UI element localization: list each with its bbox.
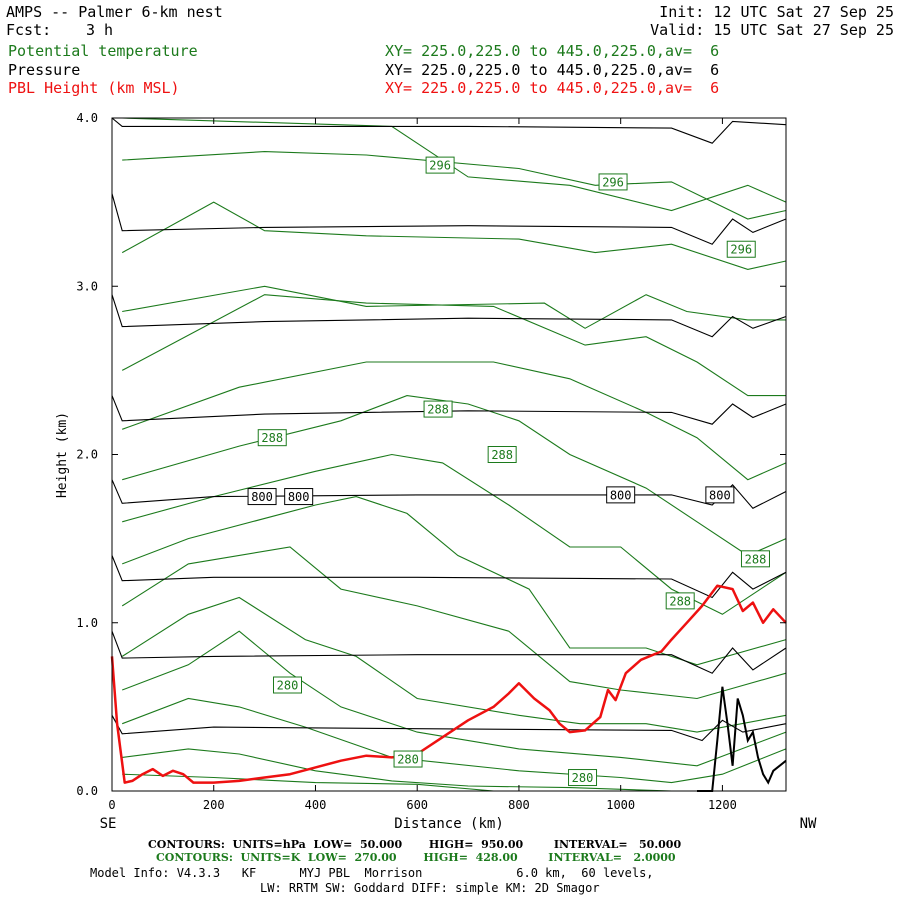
- theta-line: [121, 546, 787, 700]
- footer-model-info: Model Info: V4.3.3 KF MYJ PBL Morrison 6…: [90, 866, 654, 880]
- theta-label-box: [425, 156, 455, 174]
- contour-labels: 800 800 800 800 296 296 296 288 288 288 288 288 280 2…: [247, 156, 770, 787]
- legend-pbl-xy: XY= 225.0,225.0 to 445.0,225.0,av= 6: [385, 79, 720, 97]
- theta-label: 280: [397, 753, 419, 767]
- footer-theta-contours: CONTOURS: UNITS=K LOW= 270.00 HIGH= 428.…: [156, 851, 676, 864]
- isobar-label-box: [284, 488, 314, 506]
- theta-label-box: [598, 173, 628, 191]
- legend-theta-name: Potential temperature: [8, 42, 198, 60]
- footer-model-info-2: LW: RRTM SW: Goddard DIFF: simple KM: 2D…: [260, 881, 600, 895]
- isobar-800: [111, 479, 787, 509]
- theta-label: 288: [491, 448, 513, 462]
- theta-label-box: [726, 240, 756, 258]
- terrain: [697, 686, 787, 792]
- plot-frame: [111, 117, 787, 792]
- theta-label-box: [740, 550, 770, 568]
- legend-pressure-name: Pressure: [8, 61, 81, 79]
- theta-label: 296: [602, 175, 624, 189]
- y-tick-label: 1.0: [76, 616, 98, 630]
- theta-line: [122, 697, 787, 784]
- axes: 0 200 400 600 800 1000 1200 0.0 1.0 2.0 3.0 4.0: [76, 111, 786, 812]
- theta-label: 288: [745, 552, 767, 566]
- theta-label: 280: [277, 679, 299, 693]
- isobar-650: [111, 193, 787, 245]
- theta-label-box: [423, 400, 453, 418]
- isobar-600: [111, 117, 787, 144]
- theta-line: [122, 773, 494, 792]
- theta-line: [122, 496, 787, 666]
- isobar-label-box: [247, 488, 277, 506]
- pbl-line: [110, 584, 787, 784]
- theta-label-box: [272, 676, 302, 694]
- theta-line: [122, 151, 787, 220]
- theta-isentropes: [121, 117, 787, 792]
- theta-label-box: [568, 769, 598, 787]
- theta-line: [122, 395, 787, 557]
- x-end-left: SE: [100, 816, 117, 832]
- theta-label-box: [487, 446, 517, 463]
- isobar-700: [111, 294, 787, 338]
- valid-time: Valid: 15 UTC Sat 27 Sep 25: [650, 21, 894, 39]
- init-time: Init: 12 UTC Sat 27 Sep 25: [659, 3, 894, 21]
- theta-line: [122, 748, 672, 792]
- theta-label: 288: [669, 594, 691, 608]
- y-tick-label: 0.0: [76, 784, 98, 798]
- x-tick-label: 400: [305, 798, 327, 812]
- pressure-isobars: [111, 117, 787, 742]
- theta-label-box: [665, 592, 695, 610]
- isobar-label: 800: [251, 490, 273, 504]
- isobar-label: 800: [709, 488, 731, 502]
- theta-line: [121, 294, 786, 397]
- chart-title: AMPS -- Palmer 6-km nest: [6, 3, 223, 21]
- y-tick-label: 3.0: [76, 279, 98, 293]
- x-tick-label: 1200: [708, 798, 737, 812]
- terrain-line: [697, 686, 787, 792]
- isobar-label-box: [705, 486, 735, 504]
- theta-line: [121, 596, 787, 733]
- theta-line: [121, 201, 787, 270]
- x-tick-label: 800: [508, 798, 530, 812]
- isobar-900: [111, 631, 787, 674]
- theta-line: [122, 453, 787, 615]
- isobar-label: 800: [288, 490, 310, 504]
- isobar-750: [111, 395, 787, 425]
- legend-pressure-xy: XY= 225.0,225.0 to 445.0,225.0,av= 6: [385, 61, 720, 79]
- x-tick-label: 0: [108, 798, 115, 812]
- theta-label-box: [393, 750, 423, 768]
- x-end-right: NW: [800, 816, 817, 832]
- theta-label-box: [257, 429, 287, 447]
- x-tick-label: 1000: [606, 798, 635, 812]
- y-tick-label: 2.0: [76, 448, 98, 462]
- fcst-label: Fcst:: [6, 21, 52, 39]
- theta-line: [122, 630, 787, 767]
- x-axis-label: Distance (km): [394, 816, 504, 832]
- legend-theta-xy: XY= 225.0,225.0 to 445.0,225.0,av= 6: [385, 42, 720, 60]
- isobar-label: 800: [610, 488, 632, 502]
- legend-pbl-name: PBL Height (km MSL): [8, 79, 180, 97]
- theta-label: 288: [261, 431, 283, 445]
- footer-pressure-contours: CONTOURS: UNITS=hPa LOW= 50.000 HIGH= 95…: [148, 838, 682, 851]
- x-tick-label: 200: [203, 798, 225, 812]
- theta-label: 296: [730, 243, 752, 257]
- isobar-label-box: [606, 486, 636, 504]
- theta-line: [122, 361, 787, 481]
- y-axis-label: Height (km): [55, 412, 70, 498]
- theta-label: 296: [429, 159, 451, 173]
- y-tick-label: 4.0: [76, 111, 98, 125]
- fcst-value: 3 h: [86, 21, 114, 39]
- theta-line: [122, 285, 786, 329]
- isobar-850: [111, 555, 787, 599]
- theta-label: 280: [572, 771, 594, 785]
- isobar-950: [111, 715, 787, 742]
- theta-label: 288: [427, 403, 449, 417]
- pbl-height: [110, 584, 787, 784]
- x-tick-label: 600: [406, 798, 428, 812]
